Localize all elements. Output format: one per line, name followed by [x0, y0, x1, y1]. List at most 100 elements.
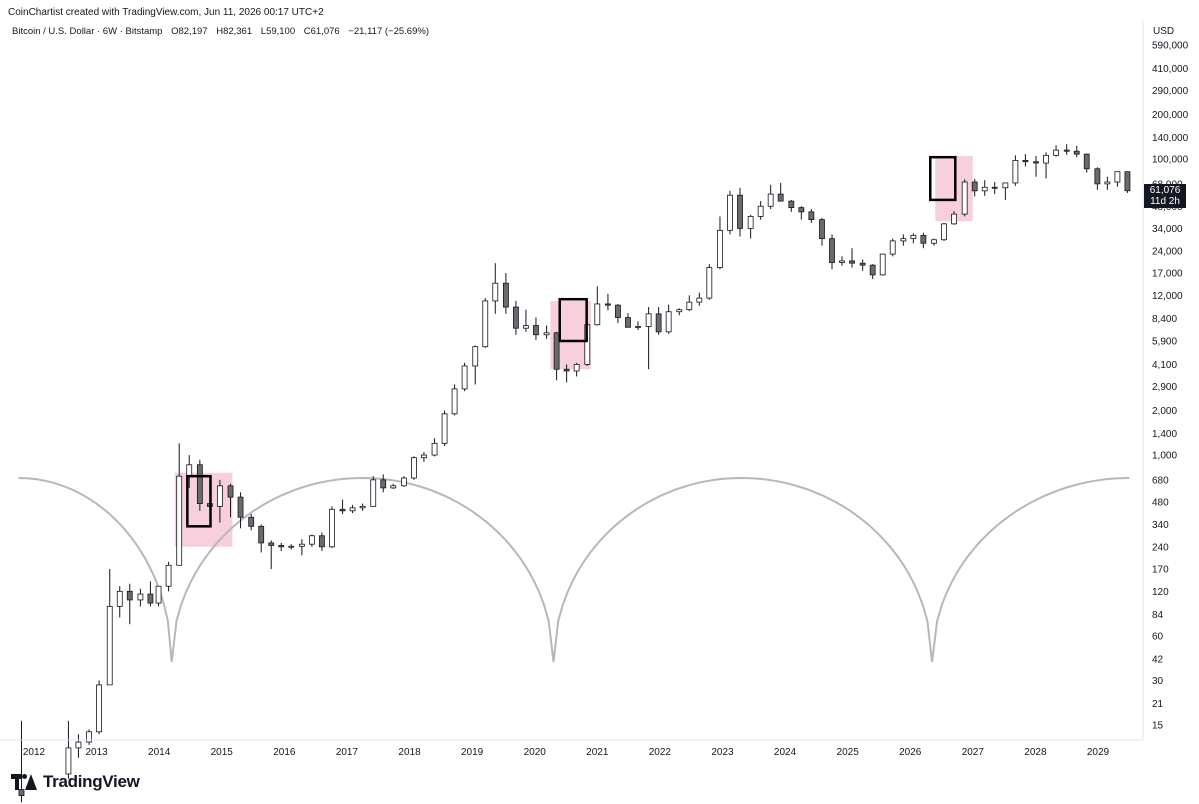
candle[interactable] — [889, 238, 896, 257]
candle[interactable] — [971, 178, 978, 197]
candle[interactable] — [859, 259, 866, 271]
candle[interactable] — [411, 456, 417, 480]
candle[interactable] — [523, 309, 529, 332]
candle[interactable] — [1022, 154, 1029, 167]
candle[interactable] — [319, 532, 325, 551]
candle[interactable] — [553, 331, 560, 381]
candle[interactable] — [492, 263, 499, 314]
candle[interactable] — [441, 410, 448, 447]
candle[interactable] — [227, 483, 234, 518]
candle[interactable] — [421, 451, 427, 462]
candle[interactable] — [106, 568, 113, 686]
candle[interactable] — [1114, 171, 1121, 187]
candle[interactable] — [482, 298, 489, 348]
candle[interactable] — [390, 483, 397, 489]
candle[interactable] — [370, 476, 377, 507]
candle[interactable] — [931, 238, 937, 246]
candle[interactable] — [991, 182, 998, 195]
candle[interactable] — [869, 264, 876, 279]
candle[interactable] — [1043, 152, 1049, 179]
candle[interactable] — [288, 544, 295, 550]
symbol-name[interactable]: Bitcoin / U.S. Dollar · 6W · Bitstamp — [12, 26, 163, 37]
candle[interactable] — [615, 303, 621, 324]
candle[interactable] — [563, 364, 570, 383]
candle[interactable] — [503, 272, 509, 314]
candle[interactable] — [900, 234, 907, 246]
candle[interactable] — [829, 234, 835, 270]
candle[interactable] — [727, 190, 733, 235]
candle[interactable] — [747, 214, 754, 239]
candle[interactable] — [706, 264, 713, 300]
candle[interactable] — [1104, 176, 1111, 190]
candle[interactable] — [665, 304, 672, 334]
candle[interactable] — [676, 308, 683, 316]
candle[interactable] — [1053, 145, 1059, 157]
candle[interactable] — [65, 720, 72, 779]
candle[interactable] — [165, 561, 172, 592]
candle[interactable] — [1002, 182, 1009, 200]
candle[interactable] — [308, 534, 315, 547]
candle[interactable] — [75, 734, 82, 758]
candle[interactable] — [96, 680, 102, 735]
candle[interactable] — [696, 292, 703, 306]
candle[interactable] — [645, 307, 652, 370]
candle[interactable] — [472, 345, 479, 385]
candle[interactable] — [461, 362, 468, 392]
candle[interactable] — [788, 199, 795, 212]
candle[interactable] — [86, 729, 92, 745]
candle[interactable] — [910, 233, 917, 244]
candle[interactable] — [278, 542, 285, 551]
candle[interactable] — [635, 321, 641, 331]
candle[interactable] — [686, 295, 693, 312]
candle[interactable] — [961, 179, 968, 217]
candle[interactable] — [196, 459, 203, 511]
candle[interactable] — [116, 586, 123, 618]
candle[interactable] — [777, 182, 784, 202]
candle[interactable] — [18, 720, 25, 803]
candle[interactable] — [1124, 171, 1131, 193]
currency-label[interactable]: USD — [1153, 26, 1175, 37]
candle[interactable] — [1094, 167, 1101, 190]
candle[interactable] — [248, 513, 255, 531]
candle[interactable] — [757, 201, 764, 220]
candle[interactable] — [920, 232, 927, 249]
candle[interactable] — [767, 184, 774, 209]
candle[interactable] — [359, 503, 366, 511]
candle[interactable] — [155, 585, 162, 607]
candle[interactable] — [237, 492, 244, 529]
candle[interactable] — [349, 504, 356, 514]
candle[interactable] — [951, 211, 957, 225]
candle[interactable] — [298, 539, 305, 556]
candle[interactable] — [1033, 155, 1039, 177]
candle[interactable] — [1073, 145, 1080, 158]
candle[interactable] — [137, 588, 144, 607]
candle[interactable] — [879, 253, 886, 276]
candle[interactable] — [268, 540, 275, 569]
candle[interactable] — [605, 293, 611, 311]
candle[interactable] — [981, 180, 988, 196]
tradingview-logo[interactable]: TradingView — [11, 770, 140, 794]
candle[interactable] — [400, 476, 407, 487]
candle[interactable] — [1063, 144, 1070, 155]
candle[interactable] — [808, 208, 815, 223]
candle[interactable] — [543, 325, 550, 339]
candle[interactable] — [839, 256, 845, 266]
candle[interactable] — [216, 479, 223, 523]
candle[interactable] — [513, 300, 519, 335]
candle[interactable] — [258, 524, 265, 553]
candle[interactable] — [655, 307, 662, 335]
candle[interactable] — [737, 187, 743, 237]
candle[interactable] — [126, 583, 133, 625]
candle[interactable] — [573, 362, 580, 377]
candle[interactable] — [1083, 153, 1090, 173]
candle[interactable] — [176, 443, 183, 566]
candle[interactable] — [717, 216, 723, 270]
candle[interactable] — [147, 581, 154, 607]
candle[interactable] — [941, 222, 947, 241]
candle[interactable] — [329, 506, 335, 549]
candle[interactable] — [380, 474, 387, 493]
candle[interactable] — [533, 317, 539, 340]
candle[interactable] — [819, 217, 825, 246]
candle[interactable] — [594, 286, 601, 326]
